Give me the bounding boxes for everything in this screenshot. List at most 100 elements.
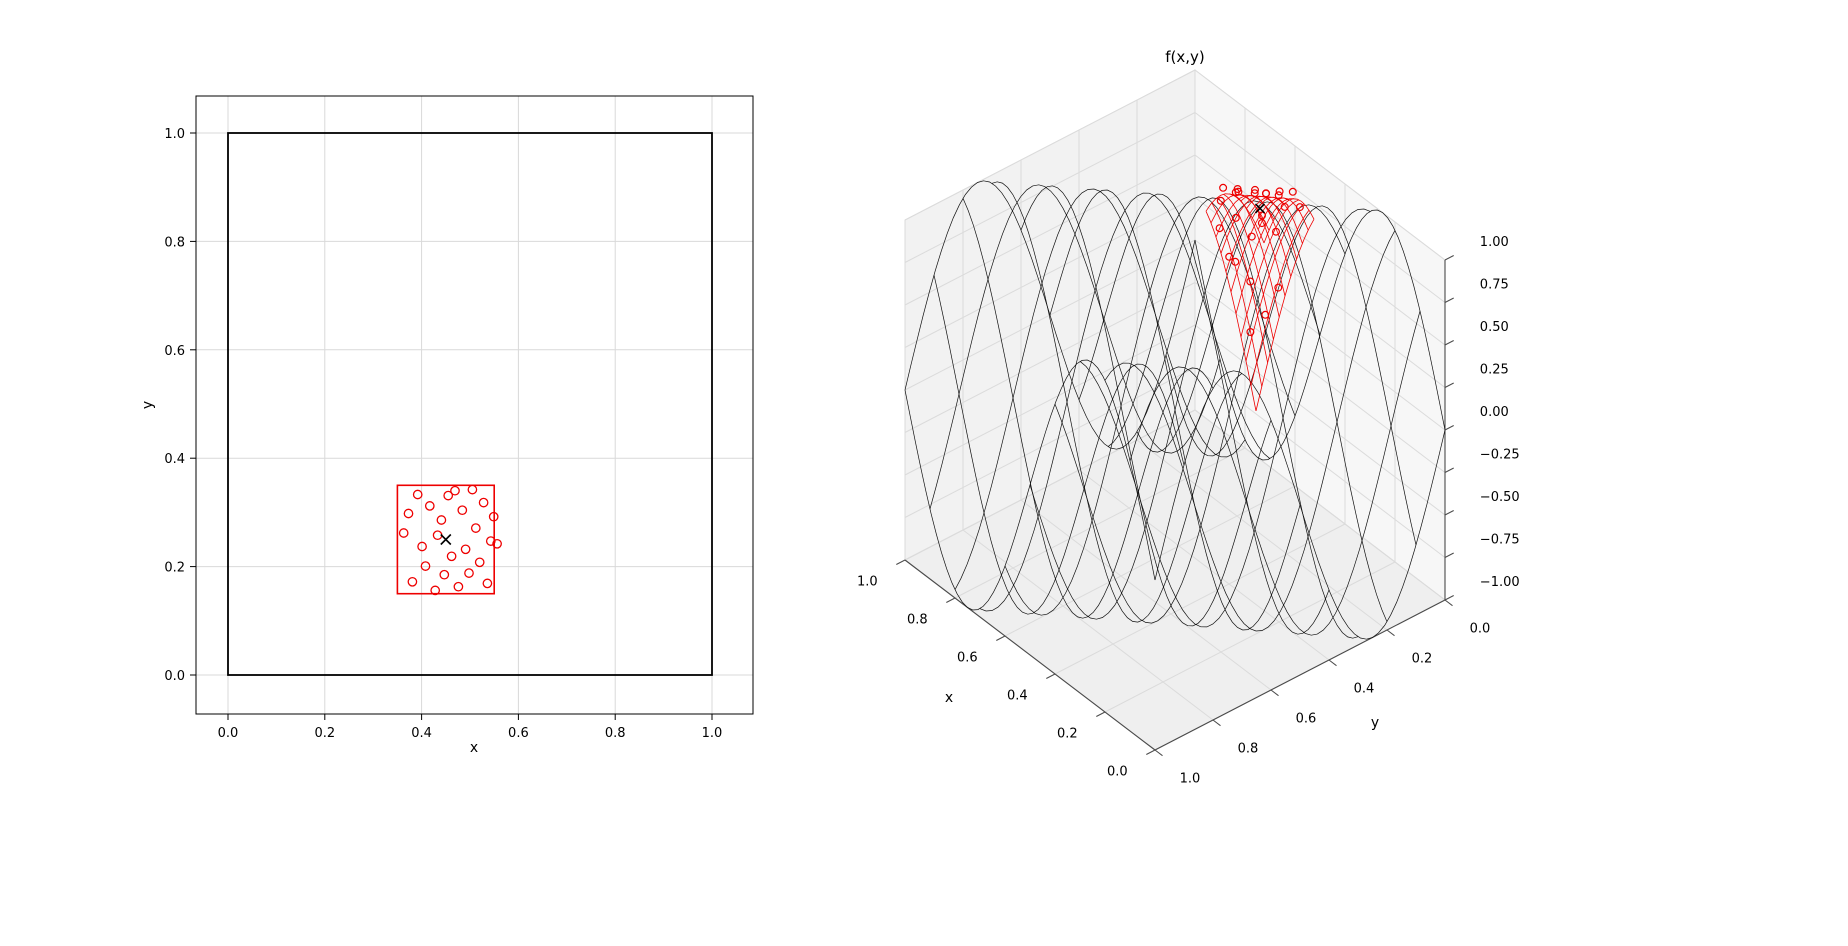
grid-wall-z-right bbox=[1194, 197, 1446, 388]
center-marker-3d bbox=[1254, 203, 1266, 214]
x3-tick bbox=[996, 635, 1006, 641]
z3-tick bbox=[1444, 382, 1454, 388]
sample-point bbox=[436, 515, 447, 525]
center-marker bbox=[440, 533, 452, 546]
z3-tick-label: 0.50 bbox=[1480, 320, 1509, 335]
y3-tick bbox=[1386, 629, 1395, 637]
surface-plot: 0.0 0.2 0.4 0.6 0.8 1.0 0.0 0.2 0.4 0.6 0.8 1.0 −1.0… bbox=[857, 48, 1520, 787]
sample-point-3d bbox=[1250, 189, 1259, 198]
grid-wall-z-right bbox=[1194, 324, 1446, 516]
wireframe-line-y bbox=[1020, 185, 1272, 627]
domain-boundary bbox=[227, 132, 713, 676]
z3-tick-label: 1.00 bbox=[1480, 235, 1509, 250]
grid-wall-z-left bbox=[904, 367, 1196, 518]
y3-tick bbox=[1270, 689, 1279, 697]
sample-point bbox=[450, 485, 460, 496]
x3-tick-label: 0.8 bbox=[907, 613, 928, 628]
grid-wall-z-right bbox=[1194, 282, 1446, 473]
sample-point-3d bbox=[1274, 191, 1283, 200]
y-tick-label: 1.0 bbox=[164, 127, 185, 142]
sample-point-3d bbox=[1257, 211, 1266, 220]
z3-tick-label: 0.75 bbox=[1480, 278, 1509, 293]
y-tick-label: 0.8 bbox=[164, 235, 185, 250]
sample-point bbox=[467, 484, 478, 495]
y-axis-line bbox=[1154, 599, 1446, 751]
sample-point bbox=[398, 528, 409, 538]
sample-point-3d bbox=[1247, 232, 1256, 241]
wireframe-line-y bbox=[991, 181, 1243, 623]
sample-point-3d bbox=[1275, 187, 1284, 196]
x-tick-label: 0.8 bbox=[605, 726, 626, 741]
sample-point bbox=[464, 568, 474, 578]
sample-point-3d bbox=[1261, 189, 1270, 198]
x3-tick bbox=[1146, 749, 1156, 755]
sample-point bbox=[424, 501, 435, 511]
z3-tick-label: −1.00 bbox=[1480, 575, 1520, 590]
sample-point-3d bbox=[1225, 252, 1234, 261]
sample-point-3d bbox=[1246, 328, 1255, 337]
y-tick-label: 0.0 bbox=[164, 669, 185, 684]
z3-tick bbox=[1444, 340, 1454, 346]
z3-tick bbox=[1444, 255, 1454, 261]
y3-tick-label: 0.6 bbox=[1296, 712, 1317, 727]
wireframe-line-y bbox=[1165, 205, 1417, 545]
axes-spines bbox=[195, 95, 754, 715]
sample-point bbox=[443, 490, 454, 501]
trust-mesh-line-y bbox=[1246, 195, 1297, 260]
plot-content-2d bbox=[227, 132, 713, 676]
sample-point bbox=[492, 538, 502, 549]
sample-point bbox=[446, 551, 457, 562]
trust-mesh-line-y bbox=[1217, 196, 1268, 363]
x3-tick bbox=[946, 597, 956, 603]
grid-wall-z-left bbox=[904, 324, 1196, 476]
z3-tick bbox=[1444, 595, 1454, 601]
sample-point bbox=[403, 508, 414, 519]
trust-mesh-line-y bbox=[1263, 198, 1315, 244]
plot-title: f(x,y) bbox=[1165, 48, 1205, 66]
x3-tick bbox=[896, 559, 906, 565]
grid-wall-z-left bbox=[904, 112, 1196, 263]
trust-mesh-line-y bbox=[1223, 193, 1274, 340]
sample-point bbox=[407, 576, 418, 587]
y3-tick-label: 0.4 bbox=[1354, 682, 1375, 697]
y3-tick bbox=[1212, 719, 1221, 727]
wireframe-surface bbox=[904, 180, 1446, 640]
z3-tick-label: −0.50 bbox=[1480, 490, 1520, 505]
grid-wall-z-right bbox=[1194, 154, 1446, 346]
x-tick-label: 1.0 bbox=[702, 726, 723, 741]
grid-floor-x bbox=[954, 447, 1246, 599]
x-axis-label: x bbox=[470, 740, 478, 756]
sample-point-3d bbox=[1215, 224, 1224, 233]
y3-tick bbox=[1444, 599, 1453, 607]
grid-floor-y bbox=[1020, 499, 1272, 691]
sample-point-3d bbox=[1246, 277, 1255, 286]
z3-tick bbox=[1444, 510, 1454, 516]
z3-tick bbox=[1444, 467, 1454, 473]
z3-tick-label: −0.25 bbox=[1480, 448, 1520, 463]
trust-mesh-line-y bbox=[1234, 194, 1286, 297]
x3-tick-label: 1.0 bbox=[857, 575, 878, 590]
sample-point bbox=[412, 489, 423, 500]
sample-point bbox=[482, 578, 493, 589]
z3-tick-label: 0.25 bbox=[1480, 363, 1509, 378]
sample-point-3d bbox=[1231, 257, 1240, 266]
grid-floor-x bbox=[1054, 523, 1346, 675]
x-tick-label: 0.2 bbox=[314, 726, 335, 741]
grid-wall-z-right bbox=[1194, 367, 1446, 558]
grid-floor-x bbox=[1004, 485, 1296, 637]
y-tick-label: 0.4 bbox=[164, 452, 185, 467]
sample-point bbox=[453, 581, 464, 592]
sample-point-3d bbox=[1261, 310, 1270, 319]
sample-point-3d bbox=[1288, 187, 1297, 196]
sample-point bbox=[474, 557, 485, 568]
grid-floor-y bbox=[962, 529, 1214, 721]
x3-tick-label: 0.4 bbox=[1007, 689, 1028, 704]
sample-point bbox=[457, 505, 468, 516]
domain-plot: 0.0 0.2 0.4 0.6 0.8 1.0 0.0 0.2 0.4 0.6 0.8 1.0 x y bbox=[140, 95, 754, 756]
sample-point-3d bbox=[1231, 213, 1240, 222]
x3-tick-label: 0.2 bbox=[1057, 727, 1078, 742]
sample-point-3d bbox=[1231, 188, 1240, 197]
sample-point-3d bbox=[1257, 219, 1266, 228]
